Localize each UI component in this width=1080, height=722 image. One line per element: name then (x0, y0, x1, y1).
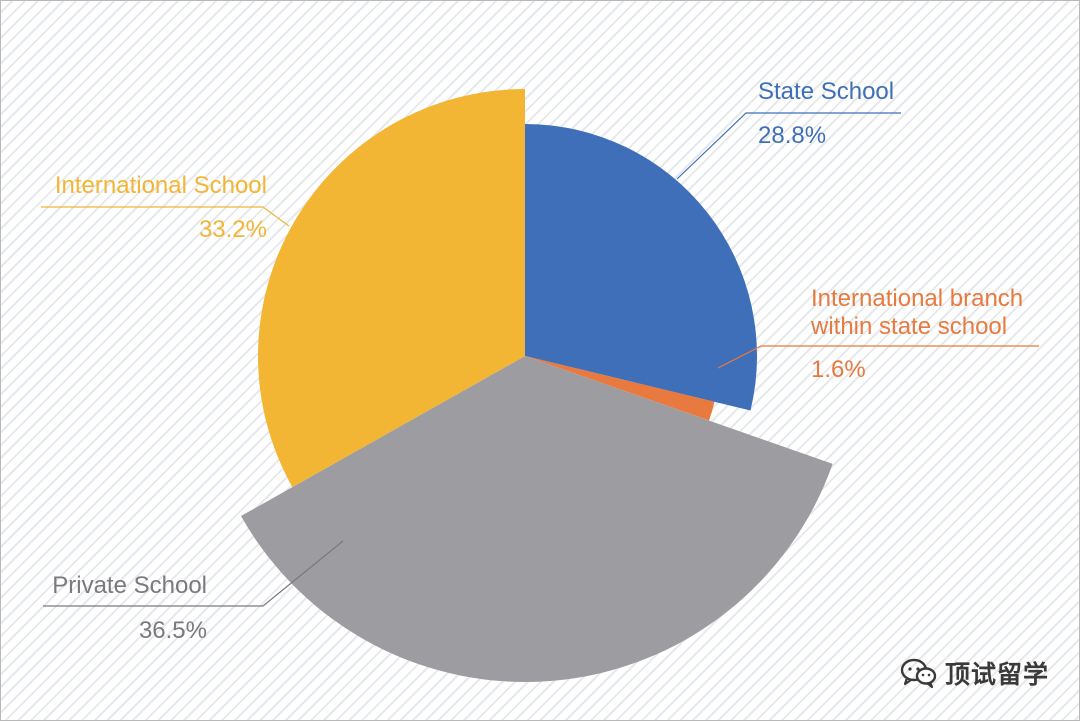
slice-label-international-school: International School (55, 172, 267, 199)
slice-value-international-branch-within-state-school: 1.6% (811, 356, 866, 383)
leader-line-state-school (676, 112, 901, 180)
pie-slice-state-school (525, 124, 758, 411)
slice-label-state-school: State School (758, 78, 894, 105)
slice-label-private-school: Private School (52, 572, 207, 599)
wechat-icon (900, 658, 937, 689)
watermark: 顶试留学 (899, 655, 1049, 691)
slice-value-private-school: 36.5% (139, 617, 207, 644)
slice-label-international-branch-within-state-school: International branch within state school (810, 285, 1023, 340)
leader-line-private-school (43, 540, 344, 607)
slice-value-international-school: 33.2% (199, 216, 267, 243)
leader-line-international-branch-within-state-school (717, 345, 1039, 369)
pie-slice-international-branch-within-state-school (525, 356, 715, 421)
slice-value-state-school: 28.8% (758, 122, 826, 149)
pie-slice-international-school (258, 89, 525, 488)
leader-line-international-school (41, 206, 290, 227)
pie-slice-private-school (240, 356, 833, 682)
watermark-text: 顶试留学 (945, 660, 1050, 689)
